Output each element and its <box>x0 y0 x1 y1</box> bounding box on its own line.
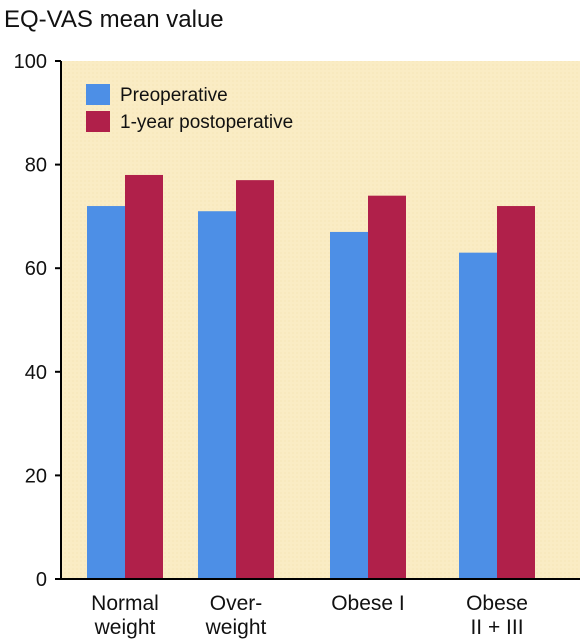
legend-swatch-postoperative <box>86 111 110 132</box>
y-tick-label: 80 <box>25 155 47 177</box>
y-tick-label: 20 <box>25 465 47 487</box>
x-category-label: Normal <box>91 592 159 615</box>
legend-label-postoperative: 1-year postoperative <box>120 112 293 133</box>
x-category-label: II + III <box>470 616 523 639</box>
bar-preoperative-4 <box>459 252 497 579</box>
y-tick-label: 0 <box>36 569 47 591</box>
legend-swatch-preoperative <box>86 84 110 105</box>
y-tick-label: 40 <box>25 362 47 384</box>
bar-postoperative-2 <box>236 180 274 579</box>
bar-preoperative-1 <box>87 206 125 580</box>
legend: Preoperative 1-year postoperative <box>86 84 293 133</box>
legend-label-preoperative: Preoperative <box>120 85 228 106</box>
x-category-label: Obese I <box>331 592 405 615</box>
bar-preoperative-3 <box>330 231 368 579</box>
x-category-label: weight <box>94 616 156 639</box>
bar-preoperative-2 <box>198 211 236 579</box>
axes-layer: 020406080100NormalweightOver-weightObese… <box>14 51 580 639</box>
x-category-label: Over- <box>210 592 263 615</box>
x-category-label: Obese <box>466 592 528 615</box>
bar-postoperative-1 <box>125 174 163 579</box>
bar-postoperative-4 <box>497 206 535 580</box>
x-category-label: weight <box>205 616 267 639</box>
chart-title: EQ-VAS mean value <box>4 6 224 33</box>
y-tick-label: 60 <box>25 258 47 280</box>
y-tick-label: 100 <box>14 51 47 73</box>
bar-postoperative-3 <box>368 195 406 579</box>
bars-layer <box>87 174 535 580</box>
